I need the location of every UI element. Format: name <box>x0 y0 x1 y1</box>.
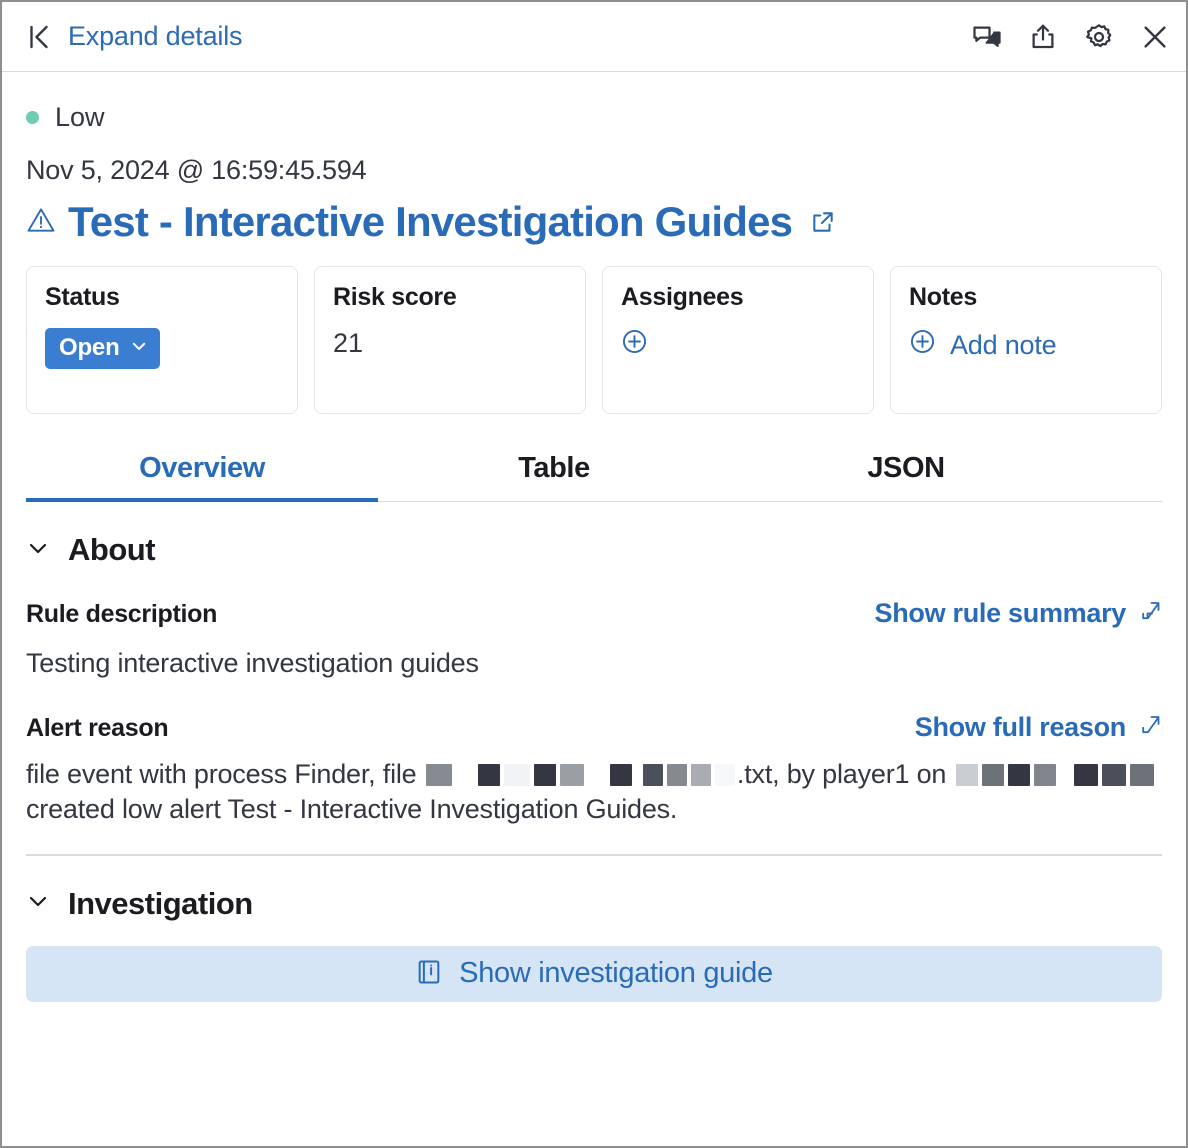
expand-details-button[interactable]: Expand details <box>24 21 243 52</box>
show-full-reason-label: Show full reason <box>914 711 1127 742</box>
redacted-block <box>1033 763 1056 786</box>
redacted-block <box>714 763 735 786</box>
detail-tabs: Overview Table JSON <box>26 442 1162 503</box>
add-assignee-icon[interactable] <box>621 328 648 360</box>
redacted-block <box>666 763 687 786</box>
chevron-down-icon <box>130 334 148 362</box>
severity-row: Low <box>26 72 1162 133</box>
alert-timestamp: Nov 5, 2024 @ 16:59:45.594 <box>26 155 367 185</box>
redacted-block <box>533 763 556 786</box>
rule-description-value: Testing interactive investigation guides <box>26 648 479 679</box>
investigation-section-title: Investigation <box>68 885 253 921</box>
redacted-block <box>981 763 1004 786</box>
risk-score-card: Risk score 21 <box>314 266 586 415</box>
about-section-title: About <box>68 532 156 568</box>
notes-card: Notes Add note <box>890 266 1162 415</box>
add-note-icon <box>909 328 936 362</box>
gear-icon[interactable] <box>1084 22 1114 52</box>
show-rule-summary-button[interactable]: Show rule summary <box>875 598 1162 629</box>
add-note-button[interactable]: Add note <box>909 328 1057 362</box>
severity-dot <box>26 111 39 124</box>
investigation-section-header[interactable]: Investigation <box>26 886 1162 922</box>
investigation-guide-book-icon <box>415 958 443 989</box>
status-badge[interactable]: Open <box>45 328 160 370</box>
redacted-block <box>503 763 530 786</box>
notes-card-title: Notes <box>909 283 977 312</box>
rule-description-header: Rule description Show rule summary <box>26 598 1162 629</box>
redacted-block <box>477 763 500 786</box>
expand-arrow-icon <box>1138 598 1162 629</box>
summary-cards: Status Open Risk score 21 <box>26 266 1162 415</box>
page-title[interactable]: Test - Interactive Investigation Guides <box>68 198 793 245</box>
assignees-card: Assignees <box>602 266 874 415</box>
flyout-body: Low Nov 5, 2024 @ 16:59:45.594 Test - In… <box>2 72 1186 1002</box>
status-badge-label: Open <box>59 334 120 362</box>
expand-arrow-icon <box>1138 712 1162 743</box>
alert-reason-header: Alert reason Show full reason <box>26 712 1162 743</box>
severity-label: Low <box>55 102 105 132</box>
flyout-header: Expand details <box>2 2 1186 72</box>
redacted-block <box>425 763 452 786</box>
tab-overview[interactable]: Overview <box>26 442 378 503</box>
show-rule-summary-label: Show rule summary <box>874 598 1127 629</box>
redacted-block <box>1074 763 1099 786</box>
comments-icon[interactable] <box>972 22 1002 52</box>
about-section-header[interactable]: About <box>26 532 1162 568</box>
share-icon[interactable] <box>1028 22 1058 52</box>
alert-reason-label: Alert reason <box>26 713 169 742</box>
tab-table[interactable]: Table <box>518 452 590 485</box>
collapse-left-icon <box>24 22 54 52</box>
status-card-title: Status <box>45 283 120 312</box>
expand-details-label: Expand details <box>68 21 243 51</box>
redacted-block <box>559 763 584 786</box>
close-icon[interactable] <box>1140 22 1170 52</box>
rule-description-label: Rule description <box>26 600 218 629</box>
alert-reason-value: file event with process Finder, file .tx… <box>26 757 1162 828</box>
section-divider <box>26 853 1162 856</box>
external-link-icon[interactable] <box>804 205 836 240</box>
risk-score-card-title: Risk score <box>333 283 457 312</box>
header-actions <box>972 22 1170 52</box>
chevron-down-icon <box>26 536 50 565</box>
add-note-label: Add note <box>950 329 1057 360</box>
show-full-reason-button[interactable]: Show full reason <box>915 712 1162 743</box>
risk-score-value: 21 <box>333 328 364 359</box>
redacted-block <box>642 763 663 786</box>
assignees-card-title: Assignees <box>621 283 744 312</box>
show-investigation-guide-label: Show investigation guide <box>459 957 773 990</box>
status-card: Status Open <box>26 266 298 415</box>
chevron-down-icon <box>26 889 50 918</box>
redacted-block <box>1102 763 1127 786</box>
redacted-block <box>1007 763 1030 786</box>
redacted-block <box>609 763 632 786</box>
alert-title-row: Test - Interactive Investigation Guides <box>26 198 1162 245</box>
warning-triangle-icon <box>26 205 56 240</box>
redacted-block <box>690 763 711 786</box>
show-investigation-guide-button[interactable]: Show investigation guide <box>26 945 1162 1002</box>
tab-json[interactable]: JSON <box>867 452 945 485</box>
redacted-block <box>955 763 978 786</box>
redacted-block <box>1130 763 1155 786</box>
